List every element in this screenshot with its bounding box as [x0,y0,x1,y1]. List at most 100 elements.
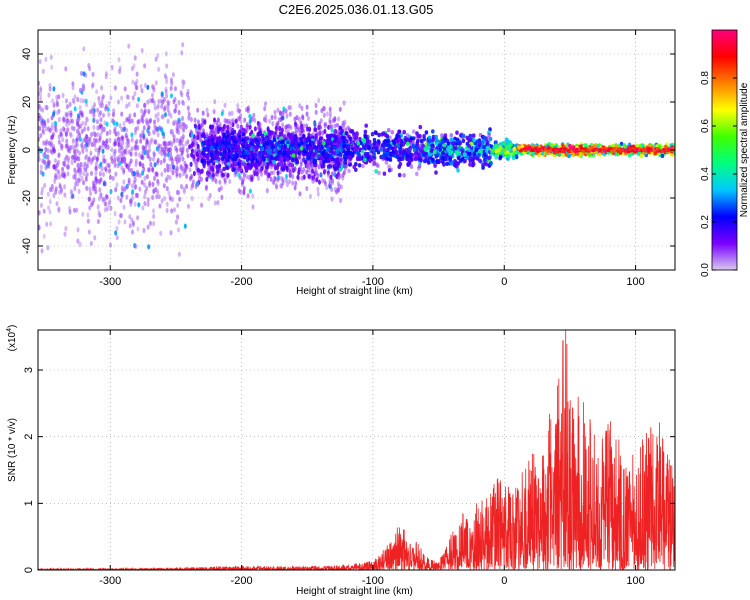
spectrogram-cell [56,110,60,116]
spectrogram-cell [385,148,390,153]
spectrogram-cell [80,175,84,182]
spectrogram-cell [196,107,200,113]
spectrogram-cell [441,155,445,161]
spectrogram-cell [78,136,82,142]
spectrogram-cell [124,132,128,139]
spectrogram-cell [245,136,250,141]
spectrogram-cell [63,231,67,237]
spectrogram-cell [330,196,334,202]
spectrogram-cell [317,146,321,151]
spectrogram-cell [88,109,92,115]
spectrogram-cell [149,161,153,168]
spectrogram-cell [448,157,453,162]
spectrogram-cell [449,144,453,149]
spectrogram-cell [333,135,338,140]
spectrogram-cell [173,207,176,213]
spectrogram-cell [94,165,98,171]
spectrogram-cell [447,148,451,153]
spectrogram-cell [77,177,81,183]
spectrogram-cell [367,145,371,150]
spectrogram-cell [62,161,66,167]
spectrogram-cell [285,156,290,162]
spectrogram-cell [54,158,57,164]
spectrogram-cell [390,130,395,135]
spectrogram-cell [100,96,104,102]
spectrogram-cell [134,243,138,249]
spectrogram-cell [245,174,249,180]
spectrogram-cell [73,157,77,164]
spectrogram-cell [48,86,52,92]
spectrogram-cell [209,130,213,135]
spectrogram-cell [445,161,449,166]
spectrogram-cell [38,92,42,98]
spectrogram-cell [627,153,632,158]
spectrogram-cell [639,153,644,159]
spectrogram-cell [164,144,168,150]
spectrogram-cell [125,194,129,200]
spectrogram-cell [38,210,41,216]
spectrogram-cell [138,186,142,192]
spectrogram-cell [76,121,80,127]
spectrogram-cell [78,110,82,116]
spectrogram-cell [167,141,171,147]
spectrogram-cell [326,146,331,151]
spectrogram-cell [348,156,353,161]
spectrogram-cell [347,144,351,150]
spectrogram-cell [55,94,59,100]
spectrogram-cell [151,92,154,98]
spectrogram-cell [182,189,186,195]
spectrogram-cell [325,185,329,191]
spectrogram-cell [133,201,137,207]
spectrogram-cell [133,91,137,97]
spectrogram-cell [170,208,174,214]
spectrogram-cell [436,152,440,158]
spectrogram-cell [147,108,151,115]
spectrogram-cell [136,125,140,131]
spectrogram-cell [115,138,119,144]
spectrogram-cell [195,151,199,157]
spectrogram-cell [139,133,143,139]
spectrogram-cell [238,175,242,181]
spectrogram-cell [90,141,94,147]
y-axis-multiplier: (x104) [6,325,18,352]
spectrogram-cell [94,161,98,167]
spectrogram-cell [126,94,130,100]
spectrogram-cell [324,151,329,157]
spectrogram-cell [405,133,410,138]
spectrogram-cell [216,151,221,156]
spectrogram-cell [341,175,345,181]
colorbar-tick-label: 0.2 [700,215,711,229]
spectrogram-cell [163,73,167,79]
spectrogram-cell [388,157,393,162]
spectrogram-cell [305,185,309,192]
spectrogram-cell [324,181,327,187]
spectrogram-cell [331,180,334,186]
spectrogram-cell [152,156,155,162]
spectrogram-cell [52,111,56,117]
spectrogram-cell [76,227,80,233]
spectrogram-cell [272,137,277,143]
spectrogram-cell [338,173,342,179]
spectrogram-cell [322,105,326,112]
spectrogram-cell [237,168,242,173]
spectrogram-cell [291,149,296,154]
spectrogram-cell [484,162,489,167]
spectrogram-cell [166,152,170,158]
spectrogram-cell [455,150,459,156]
spectrogram-cell [298,137,303,142]
spectrogram-cell [158,203,162,209]
spectrogram-cell [487,155,492,161]
spectrogram-cell [86,218,90,224]
spectrogram-cell [53,178,57,184]
spectrogram-cell [120,193,124,199]
spectrogram-cell [82,180,86,186]
spectrogram-cell [65,104,69,110]
spectrogram-cell [248,124,252,130]
spectrogram-cell [227,148,231,153]
spectrogram-cell [296,174,300,180]
spectrogram-cell [219,152,224,157]
spectrogram-cell [38,80,41,86]
spectrogram-cell [96,132,100,138]
spectrogram-cell [113,160,117,166]
